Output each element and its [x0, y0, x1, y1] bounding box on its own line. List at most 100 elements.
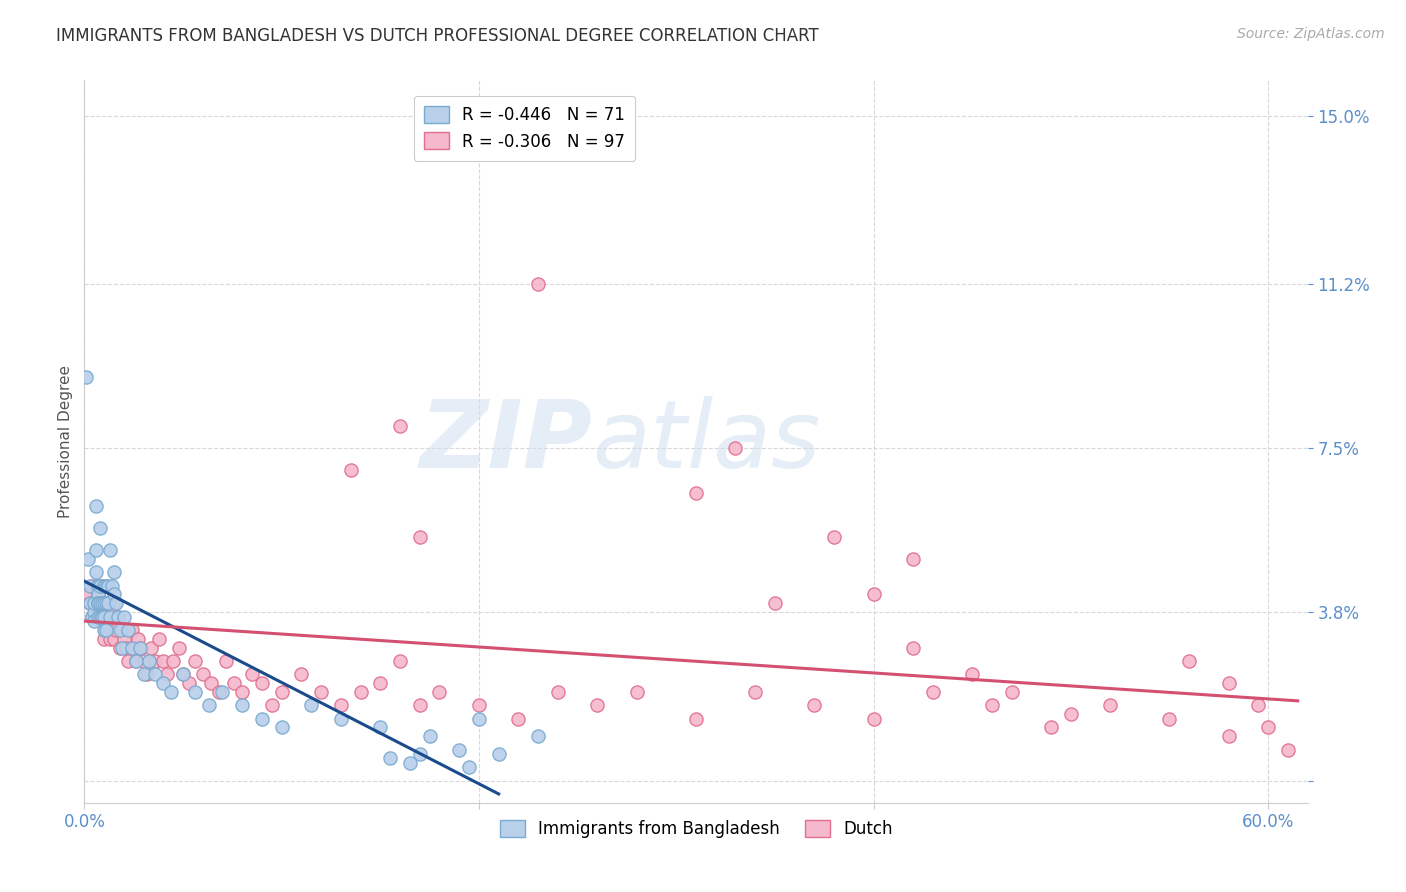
Point	[141, 640, 163, 655]
Point	[309, 685, 332, 699]
Point	[685, 712, 707, 726]
Point	[329, 712, 352, 726]
Point	[97, 596, 120, 610]
Point	[207, 685, 229, 699]
Point	[114, 640, 136, 655]
Point	[87, 609, 110, 624]
Point	[83, 605, 105, 619]
Point	[862, 587, 884, 601]
Text: ZIP: ZIP	[419, 395, 592, 488]
Point	[104, 623, 127, 637]
Point	[527, 729, 550, 743]
Legend: Immigrants from Bangladesh, Dutch: Immigrants from Bangladesh, Dutch	[494, 814, 898, 845]
Point	[389, 654, 412, 668]
Point	[231, 698, 253, 713]
Point	[132, 654, 155, 668]
Point	[224, 676, 246, 690]
Point	[270, 721, 292, 735]
Point	[82, 579, 104, 593]
Point	[145, 667, 167, 681]
Point	[1247, 698, 1270, 713]
Point	[87, 587, 110, 601]
Point	[329, 698, 352, 713]
Point	[89, 579, 111, 593]
Point	[83, 614, 105, 628]
Point	[458, 760, 481, 774]
Point	[156, 667, 179, 681]
Point	[79, 596, 101, 610]
Point	[89, 596, 111, 610]
Point	[128, 640, 150, 655]
Point	[160, 685, 183, 699]
Point	[107, 609, 129, 624]
Point	[290, 667, 312, 681]
Point	[91, 596, 114, 610]
Point	[84, 543, 107, 558]
Point	[1099, 698, 1122, 713]
Point	[79, 579, 101, 593]
Point	[1001, 685, 1024, 699]
Point	[148, 632, 170, 646]
Point	[103, 596, 125, 610]
Point	[744, 685, 766, 699]
Point	[121, 623, 143, 637]
Point	[1060, 707, 1083, 722]
Point	[191, 667, 214, 681]
Point	[124, 654, 146, 668]
Point	[172, 667, 194, 681]
Point	[240, 667, 263, 681]
Point	[145, 654, 167, 668]
Point	[82, 609, 104, 624]
Point	[1040, 721, 1063, 735]
Point	[107, 609, 129, 624]
Point	[87, 596, 110, 610]
Y-axis label: Professional Degree: Professional Degree	[58, 365, 73, 518]
Point	[124, 654, 146, 668]
Point	[250, 712, 273, 726]
Point	[763, 596, 786, 610]
Point	[83, 596, 105, 610]
Point	[339, 463, 361, 477]
Point	[77, 587, 100, 601]
Point	[91, 579, 114, 593]
Point	[127, 632, 149, 646]
Point	[299, 698, 322, 713]
Point	[270, 685, 292, 699]
Point	[1178, 654, 1201, 668]
Point	[162, 654, 184, 668]
Point	[508, 712, 530, 726]
Point	[101, 623, 124, 637]
Point	[409, 530, 432, 544]
Point	[94, 596, 117, 610]
Point	[77, 552, 100, 566]
Point	[349, 685, 371, 699]
Point	[724, 441, 747, 455]
Point	[980, 698, 1002, 713]
Point	[399, 756, 422, 770]
Point	[1257, 721, 1279, 735]
Point	[121, 640, 143, 655]
Point	[547, 685, 569, 699]
Point	[104, 596, 127, 610]
Point	[117, 623, 139, 637]
Point	[89, 596, 111, 610]
Point	[94, 623, 117, 637]
Point	[626, 685, 648, 699]
Point	[93, 632, 115, 646]
Point	[862, 712, 884, 726]
Point	[98, 632, 121, 646]
Point	[84, 499, 107, 513]
Point	[527, 277, 550, 292]
Point	[103, 632, 125, 646]
Point	[112, 609, 135, 624]
Point	[184, 654, 207, 668]
Point	[380, 751, 402, 765]
Point	[128, 640, 150, 655]
Point	[389, 419, 412, 434]
Point	[97, 579, 120, 593]
Point	[94, 579, 117, 593]
Point	[84, 566, 107, 580]
Text: atlas: atlas	[592, 396, 820, 487]
Point	[468, 712, 491, 726]
Point	[685, 485, 707, 500]
